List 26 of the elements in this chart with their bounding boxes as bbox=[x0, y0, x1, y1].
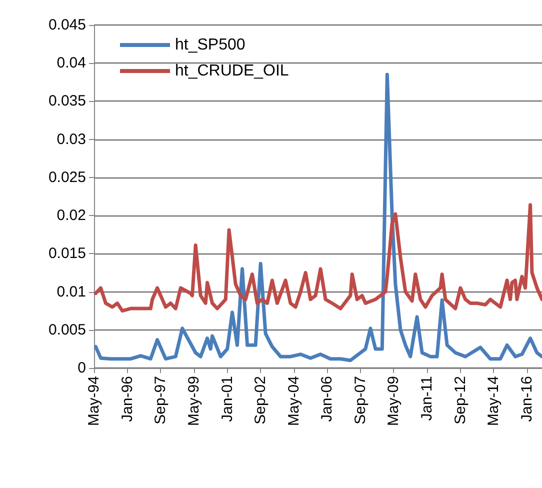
x-tick-label: Sep-97 bbox=[152, 376, 170, 424]
legend-label: ht_SP500 bbox=[175, 36, 246, 54]
y-tick-label: 0.01 bbox=[56, 283, 86, 300]
x-tick-label: May-94 bbox=[86, 376, 102, 426]
y-tick-label: 0.04 bbox=[56, 54, 86, 72]
x-tick-label: May-99 bbox=[185, 376, 202, 426]
x-tick-label: May-14 bbox=[485, 376, 502, 426]
y-tick-label: 0 bbox=[78, 360, 86, 376]
x-tick-label: Jan-96 bbox=[118, 376, 136, 422]
y-tick-label: 0.045 bbox=[48, 16, 86, 34]
x-tick-label: Jan-01 bbox=[218, 376, 236, 422]
x-tick-label: Sep-02 bbox=[252, 376, 270, 424]
x-tick-label: Jan-06 bbox=[318, 376, 336, 422]
legend-label: ht_CRUDE_OIL bbox=[175, 62, 289, 80]
y-tick-label: 0.015 bbox=[48, 245, 86, 262]
y-tick-label: 0.025 bbox=[48, 168, 86, 186]
x-tick-label: Jan-16 bbox=[518, 376, 536, 422]
x-tick-label: Sep-12 bbox=[452, 376, 469, 424]
x-tick-label: Jan-11 bbox=[418, 376, 436, 421]
x-tick-label: May-09 bbox=[385, 376, 402, 426]
x-tick-label: Sep-07 bbox=[352, 376, 369, 424]
y-tick-label: 0.035 bbox=[48, 92, 86, 110]
x-tick-label: May-04 bbox=[285, 376, 302, 426]
y-tick-label: 0.03 bbox=[56, 130, 86, 148]
y-tick-label: 0.02 bbox=[56, 207, 86, 224]
y-tick-label: 0.005 bbox=[48, 321, 86, 338]
